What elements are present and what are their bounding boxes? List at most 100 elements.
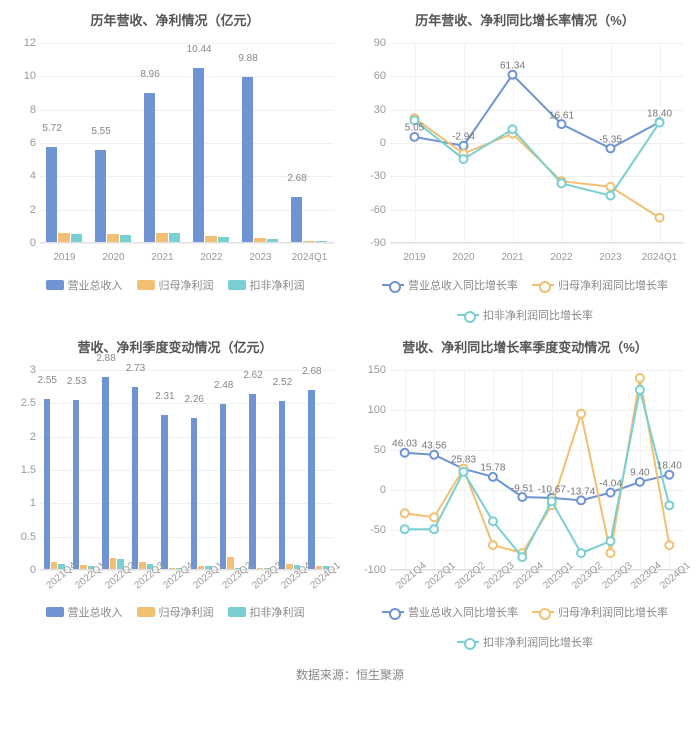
point-label: 5.05 [405, 123, 424, 134]
legend-annual-growth: 营业总收入同比增长率归母净利润同比增长率扣非净利润同比增长率 [358, 277, 692, 323]
legend-annual-revenue: 营业总收入归母净利润扣非净利润 [8, 277, 342, 293]
y-tick: 150 [358, 364, 386, 376]
bar [71, 234, 82, 242]
y-tick: 60 [358, 70, 386, 82]
legend-label: 归母净利润 [159, 277, 214, 293]
legend-item: 归母净利润 [137, 604, 214, 620]
bar-label: 2.88 [96, 353, 115, 364]
y-tick: 12 [8, 37, 36, 49]
bar [303, 241, 314, 242]
bar [198, 566, 204, 569]
point-label: -5.35 [599, 135, 622, 146]
bar-label: 8.96 [140, 69, 159, 80]
chart-annual-growth: 5.05-2.9461.3416.61-5.3518.40 -90-60-300… [358, 39, 692, 269]
bar [102, 377, 108, 569]
legend-swatch [457, 641, 479, 643]
y-tick: 100 [358, 404, 386, 416]
x-tick: 2021 [151, 252, 173, 263]
y-tick: 3 [8, 364, 36, 376]
y-tick: 10 [8, 70, 36, 82]
bar-label: 2.53 [67, 376, 86, 387]
bar-label: 2.73 [126, 363, 145, 374]
bar [95, 150, 106, 243]
legend-label: 扣非净利润 [250, 604, 305, 620]
legend-item: 扣非净利润同比增长率 [457, 307, 593, 323]
legend-quarterly-revenue: 营业总收入归母净利润扣非净利润 [8, 604, 342, 620]
point-label: 43.56 [422, 441, 447, 452]
bar-label: 10.44 [187, 44, 212, 55]
panel-title: 营收、净利同比增长率季度变动情况（%） [358, 337, 692, 356]
y-tick: -50 [358, 524, 386, 536]
bar [80, 565, 86, 569]
panel-quarterly-revenue: 营收、净利季度变动情况（亿元） 2.552.532.882.732.312.26… [0, 327, 350, 654]
bar [110, 558, 116, 569]
bar [254, 238, 265, 242]
legend-item: 营业总收入同比增长率 [382, 277, 518, 293]
bar [316, 566, 322, 569]
data-source-footer: 数据来源：恒生聚源 [0, 654, 700, 697]
legend-item: 扣非净利润同比增长率 [457, 634, 593, 650]
chart-grid: 历年营收、净利情况（亿元） 5.725.558.9610.449.882.68 … [0, 0, 700, 654]
bar [161, 415, 167, 569]
bar-label: 2.62 [243, 370, 262, 381]
panel-annual-revenue: 历年营收、净利情况（亿元） 5.725.558.9610.449.882.68 … [0, 0, 350, 327]
point-label: 18.40 [657, 461, 682, 472]
legend-label: 扣非净利润同比增长率 [483, 634, 593, 650]
bar [44, 399, 50, 569]
bar [58, 233, 69, 242]
legend-label: 归母净利润同比增长率 [558, 604, 668, 620]
bar [193, 68, 204, 242]
x-tick: 2019 [53, 252, 75, 263]
legend-item: 归母净利润同比增长率 [532, 277, 668, 293]
x-tick: 2023 [599, 252, 621, 263]
bar [316, 241, 327, 242]
bar-label: 5.55 [91, 126, 110, 137]
legend-swatch [382, 284, 404, 286]
x-tick: 2019 [403, 252, 425, 263]
y-tick: 2 [8, 431, 36, 443]
legend-label: 归母净利润 [159, 604, 214, 620]
point-label: -9.51 [511, 483, 534, 494]
y-tick: 1.5 [8, 464, 36, 476]
y-tick: 0 [8, 237, 36, 249]
legend-quarterly-growth: 营业总收入同比增长率 归母净利润同比增长率扣非净利润同比增长率 [358, 604, 692, 650]
y-tick: 6 [8, 137, 36, 149]
point-label: -2.94 [452, 132, 475, 143]
chart-quarterly-revenue: 2.552.532.882.732.312.262.482.622.522.68… [8, 366, 342, 596]
y-tick: 2.5 [8, 397, 36, 409]
point-label: 15.78 [480, 463, 505, 474]
legend-swatch [457, 314, 479, 316]
legend-swatch [382, 611, 404, 613]
y-tick: 30 [358, 104, 386, 116]
legend-label: 营业总收入 [68, 277, 123, 293]
panel-title: 营收、净利季度变动情况（亿元） [8, 337, 342, 356]
y-tick: 8 [8, 104, 36, 116]
panel-title: 历年营收、净利同比增长率情况（%） [358, 10, 692, 29]
bar [205, 236, 216, 242]
panel-quarterly-growth: 营收、净利同比增长率季度变动情况（%） 46.0343.5625.8315.78… [350, 327, 700, 654]
legend-swatch [46, 280, 64, 290]
bar-label: 2.55 [38, 375, 57, 386]
y-tick: 0 [358, 484, 386, 496]
y-tick: -100 [358, 564, 386, 576]
bar-label: 9.88 [238, 53, 257, 64]
bar [279, 401, 285, 569]
legend-swatch [228, 280, 246, 290]
y-tick: -60 [358, 204, 386, 216]
legend-item: 营业总收入同比增长率 [382, 604, 518, 620]
y-tick: 0 [358, 137, 386, 149]
bar [139, 562, 145, 569]
legend-label: 营业总收入同比增长率 [408, 277, 518, 293]
chart-annual-revenue: 5.725.558.9610.449.882.68 024681012 2019… [8, 39, 342, 269]
bar [107, 234, 118, 242]
y-tick: 90 [358, 37, 386, 49]
legend-label: 扣非净利润同比增长率 [483, 307, 593, 323]
x-tick: 2021 [501, 252, 523, 263]
point-label: -10.67 [538, 484, 566, 495]
bar [156, 233, 167, 242]
legend-swatch [137, 607, 155, 617]
bar-label: 2.68 [287, 173, 306, 184]
bar [73, 400, 79, 569]
y-tick: 2 [8, 204, 36, 216]
y-tick: 50 [358, 444, 386, 456]
